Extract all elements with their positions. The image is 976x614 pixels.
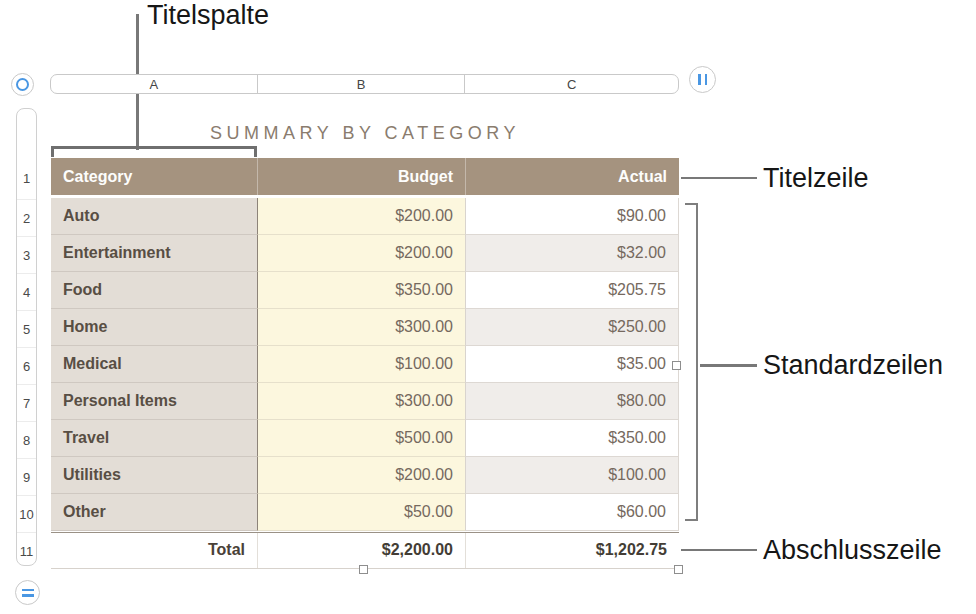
cell-category[interactable]: Utilities [51, 457, 257, 494]
row-header-separator [17, 236, 36, 237]
row-header-separator [17, 273, 36, 274]
cell-budget[interactable]: $200.00 [257, 235, 465, 272]
row-header-separator [17, 384, 36, 385]
pause-bars-icon [696, 74, 709, 85]
cell-budget[interactable]: $50.00 [257, 494, 465, 531]
row-header-6[interactable]: 6 [17, 359, 36, 374]
row-header-separator [17, 421, 36, 422]
cell-actual[interactable]: $205.75 [465, 272, 679, 309]
footer-cell-actual-total[interactable]: $1,202.75 [465, 533, 679, 568]
add-row-button[interactable] [15, 580, 40, 605]
column-header-c[interactable]: C [464, 75, 678, 93]
annotation-bracket-title-column [51, 146, 257, 157]
equals-icon [22, 587, 34, 598]
cell-actual[interactable]: $350.00 [465, 420, 679, 457]
row-header-separator [17, 495, 36, 496]
annotation-standard-rows: Standardzeilen [763, 350, 943, 380]
cell-category[interactable]: Home [51, 309, 257, 346]
annotation-line-title-row [681, 177, 757, 180]
table-select-button[interactable] [11, 73, 34, 96]
annotation-title-row: Titelzeile [763, 163, 869, 193]
row-header-5[interactable]: 5 [17, 322, 36, 337]
column-header-b[interactable]: B [257, 75, 465, 93]
table-select-icon [16, 78, 29, 91]
cell-actual[interactable]: $60.00 [465, 494, 679, 531]
row-header-8[interactable]: 8 [17, 433, 36, 448]
row-header-separator [17, 199, 36, 200]
cell-budget[interactable]: $200.00 [257, 457, 465, 494]
table-row: Travel$500.00$350.00 [51, 420, 679, 457]
cell-actual[interactable]: $32.00 [465, 235, 679, 272]
table-row: Entertainment$200.00$32.00 [51, 235, 679, 272]
cell-actual[interactable]: $100.00 [465, 457, 679, 494]
cell-category[interactable]: Travel [51, 420, 257, 457]
cell-budget[interactable]: $500.00 [257, 420, 465, 457]
cell-category[interactable]: Food [51, 272, 257, 309]
cell-category[interactable]: Personal Items [51, 383, 257, 420]
selection-handle-corner[interactable] [674, 565, 683, 574]
table-row: Personal Items$300.00$80.00 [51, 383, 679, 420]
cell-actual[interactable]: $90.00 [465, 198, 679, 235]
cell-actual[interactable]: $35.00 [465, 346, 679, 383]
table-footer-row: Total $2,200.00 $1,202.75 [51, 532, 679, 569]
header-cell-category[interactable]: Category [51, 158, 257, 195]
cell-budget[interactable]: $350.00 [257, 272, 465, 309]
table-row: Food$350.00$205.75 [51, 272, 679, 309]
row-header-9[interactable]: 9 [17, 470, 36, 485]
row-header-11[interactable]: 11 [17, 544, 36, 559]
table-body: Auto$200.00$90.00Entertainment$200.00$32… [51, 198, 679, 531]
row-header-2[interactable]: 2 [17, 211, 36, 226]
add-column-button[interactable] [689, 66, 716, 93]
table-row: Other$50.00$60.00 [51, 494, 679, 531]
header-cell-actual[interactable]: Actual [465, 158, 679, 195]
header-cell-budget[interactable]: Budget [257, 158, 465, 195]
row-header-3[interactable]: 3 [17, 248, 36, 263]
row-header-separator [17, 458, 36, 459]
cell-category[interactable]: Other [51, 494, 257, 531]
column-header-a[interactable]: A [51, 75, 257, 93]
row-header-10[interactable]: 10 [17, 507, 36, 522]
row-header-7[interactable]: 7 [17, 396, 36, 411]
cell-budget[interactable]: $300.00 [257, 383, 465, 420]
cell-actual[interactable]: $80.00 [465, 383, 679, 420]
annotation-footer-row: Abschlusszeile [763, 535, 942, 565]
annotation-bracket-standard-rows [685, 203, 698, 521]
footer-cell-budget-total[interactable]: $2,200.00 [257, 533, 465, 568]
row-header-bar[interactable]: 1 2 3 4 5 6 7 8 9 10 11 [16, 108, 37, 566]
cell-budget[interactable]: $100.00 [257, 346, 465, 383]
annotation-title-column: Titelspalte [147, 0, 269, 30]
cell-category[interactable]: Medical [51, 346, 257, 383]
table-row: Utilities$200.00$100.00 [51, 457, 679, 494]
column-header-bar[interactable]: A B C [50, 74, 679, 94]
annotation-line-footer-row [681, 549, 757, 552]
cell-category[interactable]: Entertainment [51, 235, 257, 272]
row-header-separator [17, 347, 36, 348]
cell-category[interactable]: Auto [51, 198, 257, 235]
row-header-separator [17, 310, 36, 311]
selection-handle-right[interactable] [672, 361, 681, 370]
annotation-line-standard-rows [700, 364, 757, 367]
table-row: Auto$200.00$90.00 [51, 198, 679, 235]
cell-budget[interactable]: $300.00 [257, 309, 465, 346]
cell-budget[interactable]: $200.00 [257, 198, 465, 235]
table-row: Home$300.00$250.00 [51, 309, 679, 346]
selection-handle-bottom[interactable] [359, 565, 368, 574]
table-header-row: Category Budget Actual [51, 158, 679, 195]
table-row: Medical$100.00$35.00 [51, 346, 679, 383]
row-header-1[interactable]: 1 [17, 171, 36, 186]
numbers-canvas: Titelspalte Titelzeile Standardzeilen Ab… [0, 0, 976, 614]
footer-cell-label[interactable]: Total [51, 533, 257, 568]
table-title[interactable]: SUMMARY BY CATEGORY [51, 123, 679, 144]
row-header-separator [17, 532, 36, 533]
cell-actual[interactable]: $250.00 [465, 309, 679, 346]
row-header-4[interactable]: 4 [17, 285, 36, 300]
